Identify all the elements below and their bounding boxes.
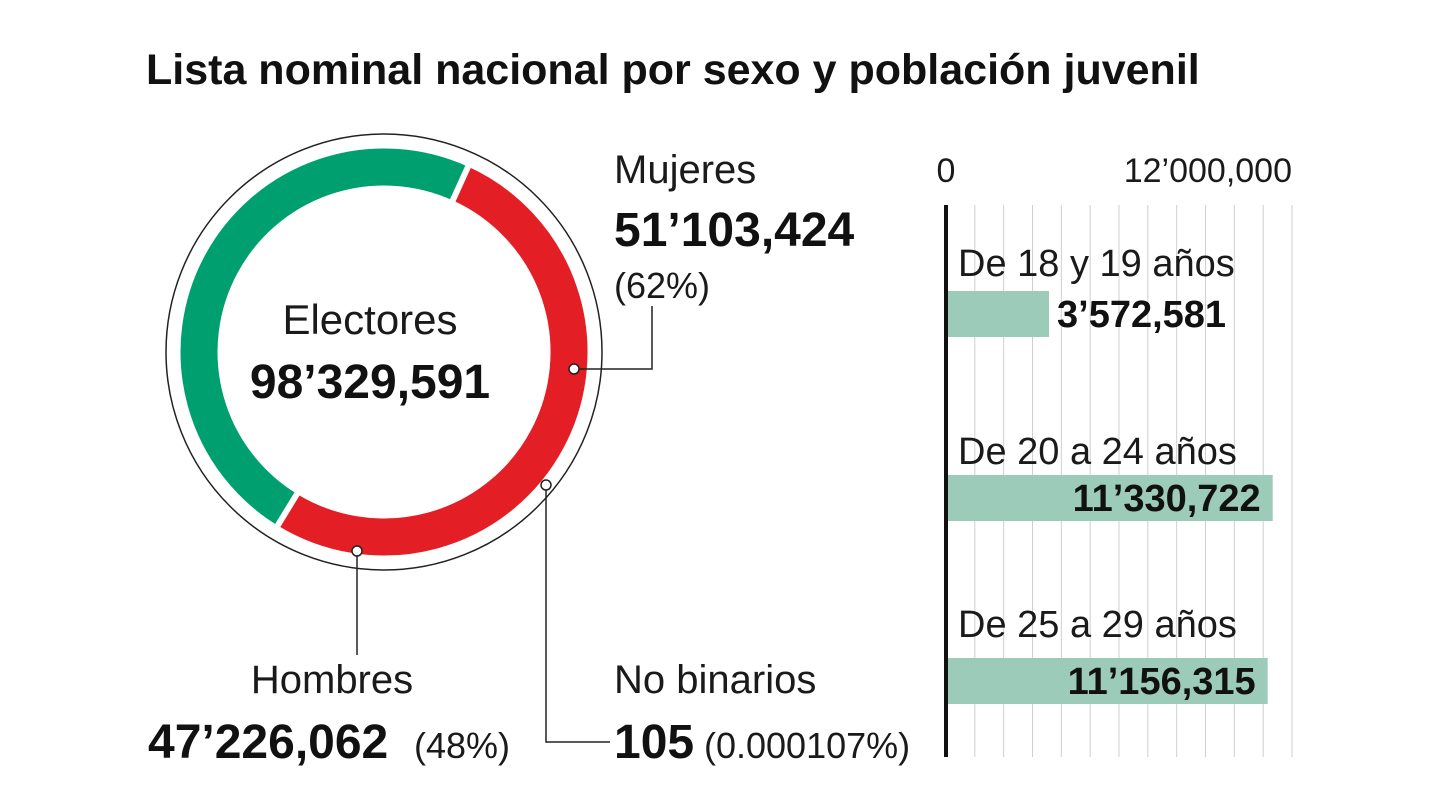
axis-tick-min: 0 (937, 152, 956, 190)
bar-chart: 0 12’000,000 De 18 y 19 años3’572,581De … (937, 152, 1293, 757)
axis-tick-max: 12’000,000 (1124, 152, 1292, 190)
mujeres-label: Mujeres (614, 148, 756, 192)
leader-no-binarios (545, 485, 610, 743)
bar (948, 658, 1268, 704)
slice-label-mujeres: Mujeres 51’103,424 (62%) (614, 148, 855, 306)
bar-group: De 20 a 24 años 11’330,722 (948, 431, 1273, 521)
donut-chart: Electores 98’329,591 (165, 133, 603, 571)
bar-value-label: 11’330,722 (1073, 478, 1261, 520)
hombres-pct: (48%) (414, 725, 510, 766)
bar-value-label: 3’572,581 (1057, 294, 1226, 336)
bars: De 18 y 19 años 3’572,581 De 20 a 24 años 1… (948, 243, 1273, 704)
slice-separator (449, 163, 472, 204)
bar-group: De 18 y 19 años 3’572,581 (948, 243, 1235, 337)
donut-slice-mujeres (277, 166, 588, 556)
marker-no-binarios (540, 479, 552, 491)
leader-lines (351, 306, 653, 743)
leader-mujeres (574, 306, 653, 370)
no-binarios-value: 105 (614, 716, 694, 769)
marker-mujeres (568, 363, 580, 375)
slice-label-hombres: Hombres 47’226,062 (48%) (148, 658, 510, 769)
bar-value-label: 11’156,315 (1068, 661, 1256, 703)
mujeres-pct: (62%) (614, 265, 710, 306)
chart-title: Lista nominal nacional por sexo y poblac… (146, 46, 1200, 94)
no-binarios-label: No binarios (614, 658, 816, 702)
donut-center-value: 98’329,591 (250, 356, 490, 409)
slice-label-no-binarios: No binarios 105 (0.000107%) (614, 658, 910, 769)
bar-category-label: De 25 a 29 años (958, 604, 1237, 646)
slice-separator (273, 490, 301, 530)
bar-category-label: De 18 y 19 años (958, 243, 1235, 285)
bar (948, 475, 1273, 521)
donut-center-label: Electores (282, 296, 457, 343)
marker-hombres (351, 545, 363, 557)
mujeres-value: 51’103,424 (614, 204, 855, 257)
donut-slice-hombres (180, 148, 469, 526)
bar-group: De 25 a 29 años 11’156,315 (948, 604, 1268, 704)
no-binarios-pct: (0.000107%) (704, 725, 910, 766)
donut-outline (165, 133, 603, 571)
hombres-value: 47’226,062 (148, 716, 388, 769)
bar-category-label: De 20 a 24 años (958, 431, 1237, 473)
hombres-label: Hombres (251, 658, 413, 702)
bar (948, 291, 1050, 337)
